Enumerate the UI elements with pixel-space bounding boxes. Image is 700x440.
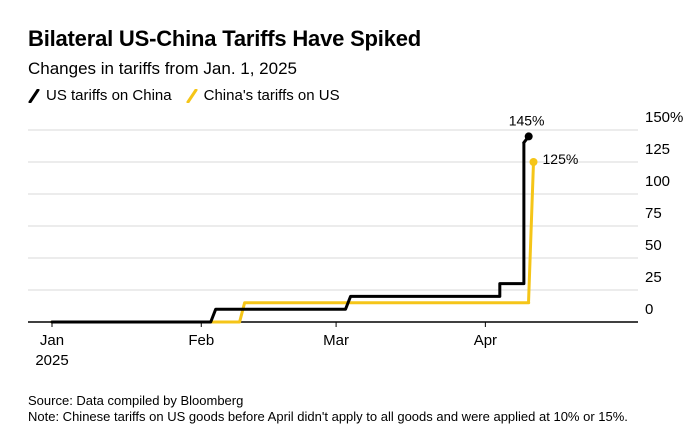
series-end-dot-0 [524,132,533,141]
y-tick-label-125: 125 [645,141,670,158]
source-text: Source: Data compiled by Bloomberg [28,393,244,408]
x-tick-sublabel-0: 2025 [35,352,68,369]
legend-swatch-china-icon [186,88,198,103]
legend-label-us: US tariffs on China [46,87,172,104]
chart-title: Bilateral US-China Tariffs Have Spiked [28,26,421,51]
note-text: Note: Chinese tariffs on US goods before… [28,409,628,424]
series-line-0 [50,134,531,324]
legend: US tariffs on China China's tariffs on U… [28,87,354,104]
y-tick-label-0: 0 [645,301,653,318]
legend-label-china: China's tariffs on US [203,87,340,104]
y-tick-label-50: 50 [645,237,662,254]
x-tick-label-1: Feb [188,332,214,349]
y-tick-label-25: 25 [645,269,662,286]
series-end-label-0: 145% [509,112,545,128]
legend-item-china: China's tariffs on US [186,87,340,104]
legend-swatch-us-icon [28,88,40,103]
y-tick-label-100: 100 [645,173,670,190]
series-line-1 [50,160,536,324]
chart-subtitle: Changes in tariffs from Jan. 1, 2025 [28,59,298,78]
y-tick-label-75: 75 [645,205,662,222]
x-tick-label-2: Mar [323,332,349,349]
legend-item-us: US tariffs on China [28,87,172,104]
x-tick-label-0: Jan [40,332,64,349]
series-end-dot-1 [529,158,538,166]
x-tick-label-3: Apr [474,332,497,349]
series-end-label-1: 125% [543,151,579,167]
chart-footer: Source: Data compiled by Bloomberg Note:… [28,393,628,425]
y-tick-label-150: 150% [645,109,683,126]
